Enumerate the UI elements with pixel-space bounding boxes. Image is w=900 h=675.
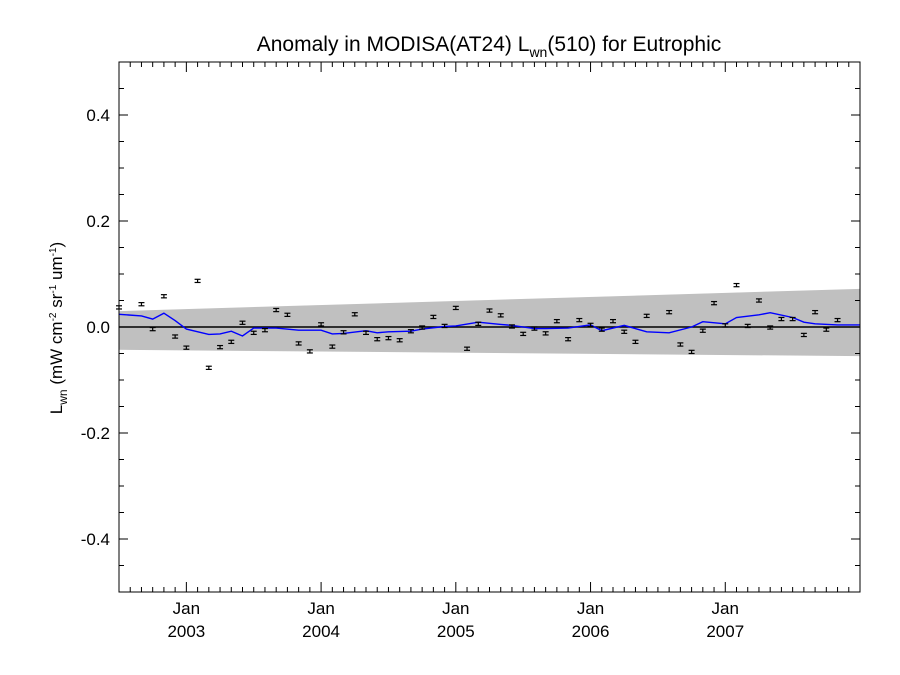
data-point-38 xyxy=(542,331,549,336)
x-tick-label-year: 2003 xyxy=(167,622,205,641)
data-point-58 xyxy=(778,316,785,322)
data-point-30 xyxy=(452,305,459,311)
data-point-7 xyxy=(194,278,201,284)
data-point-51 xyxy=(699,328,706,333)
x-tick-label-year: 2006 xyxy=(572,622,610,641)
data-point-23 xyxy=(374,337,381,342)
data-point-31 xyxy=(464,346,471,351)
data-point-37 xyxy=(531,326,538,331)
data-point-40 xyxy=(565,337,572,342)
x-tick-label-year: 2004 xyxy=(302,622,340,641)
data-point-6 xyxy=(183,345,190,350)
y-tick-label: 0.2 xyxy=(86,212,110,231)
data-point-46 xyxy=(632,339,639,345)
data-point-52 xyxy=(711,300,718,306)
data-point-11 xyxy=(239,320,246,325)
data-point-41 xyxy=(576,317,583,323)
data-point-33 xyxy=(486,308,493,313)
x-tick-label-year: 2007 xyxy=(706,622,744,641)
data-points-layer xyxy=(116,278,841,370)
x-tick-labels: Jan 2003 Jan 2004 Jan 2005 Jan 2006 Jan 2007 xyxy=(167,599,744,641)
data-point-3 xyxy=(149,326,156,332)
y-tick-labels: 0.4 0.2 0.0 -0.2 -0.4 xyxy=(81,106,110,549)
data-point-35 xyxy=(508,324,515,329)
data-point-12 xyxy=(250,330,257,336)
data-point-47 xyxy=(643,313,650,319)
running-mean-layer xyxy=(118,311,860,337)
data-point-39 xyxy=(553,318,560,324)
y-axis-label: Lwn (mW cm-2 sr-1 um-1) xyxy=(47,242,70,414)
data-point-36 xyxy=(520,331,527,337)
running-mean-line xyxy=(118,311,860,337)
data-point-8 xyxy=(205,365,212,370)
data-point-26 xyxy=(407,329,414,334)
data-point-44 xyxy=(610,318,616,324)
x-tick-label-month: Jan xyxy=(577,599,604,618)
data-point-48 xyxy=(666,309,673,315)
data-point-14 xyxy=(273,307,280,313)
x-tick-label-year: 2005 xyxy=(437,622,475,641)
data-point-59 xyxy=(789,316,796,322)
x-tick-label-month: Jan xyxy=(307,599,334,618)
data-point-17 xyxy=(306,349,313,354)
data-point-57 xyxy=(767,325,774,330)
data-point-32 xyxy=(475,321,482,327)
data-point-10 xyxy=(228,339,235,345)
data-point-2 xyxy=(138,302,145,307)
data-point-61 xyxy=(812,309,819,315)
data-point-60 xyxy=(800,332,807,338)
y-tick-label: -0.2 xyxy=(81,424,110,443)
data-point-13 xyxy=(261,327,268,333)
data-point-49 xyxy=(677,342,684,347)
data-point-55 xyxy=(744,323,751,329)
error-band-layer xyxy=(119,288,860,357)
data-point-28 xyxy=(430,314,437,320)
data-point-45 xyxy=(621,329,628,334)
data-point-9 xyxy=(217,344,224,350)
x-tick-label-month: Jan xyxy=(173,599,200,618)
data-point-21 xyxy=(351,312,358,317)
y-tick-label: 0.4 xyxy=(86,106,110,125)
data-point-29 xyxy=(441,323,448,329)
data-point-19 xyxy=(329,344,336,349)
data-point-62 xyxy=(823,327,830,332)
data-point-4 xyxy=(160,294,167,299)
data-point-50 xyxy=(688,349,695,355)
error-band xyxy=(119,288,860,357)
x-tick-label-month: Jan xyxy=(712,599,739,618)
x-tick-label-month: Jan xyxy=(442,599,469,618)
y-tick-label: 0.0 xyxy=(86,318,110,337)
data-point-63 xyxy=(834,317,841,323)
data-point-22 xyxy=(363,330,369,336)
data-point-18 xyxy=(318,322,325,327)
data-point-15 xyxy=(284,312,291,317)
data-point-24 xyxy=(385,335,392,341)
data-point-54 xyxy=(733,282,740,288)
data-point-27 xyxy=(419,325,426,330)
data-point-43 xyxy=(598,327,605,332)
data-point-34 xyxy=(497,313,504,318)
chart-title: Anomaly in MODISA(AT24) Lwn(510) for Eut… xyxy=(257,33,722,60)
data-point-25 xyxy=(396,338,403,343)
data-point-20 xyxy=(340,330,347,335)
data-point-16 xyxy=(295,341,302,346)
y-tick-label: -0.4 xyxy=(81,530,110,549)
data-point-53 xyxy=(722,323,729,328)
data-point-5 xyxy=(172,334,179,339)
data-point-42 xyxy=(587,322,594,328)
axes-layer xyxy=(118,61,861,593)
data-point-56 xyxy=(755,298,762,303)
